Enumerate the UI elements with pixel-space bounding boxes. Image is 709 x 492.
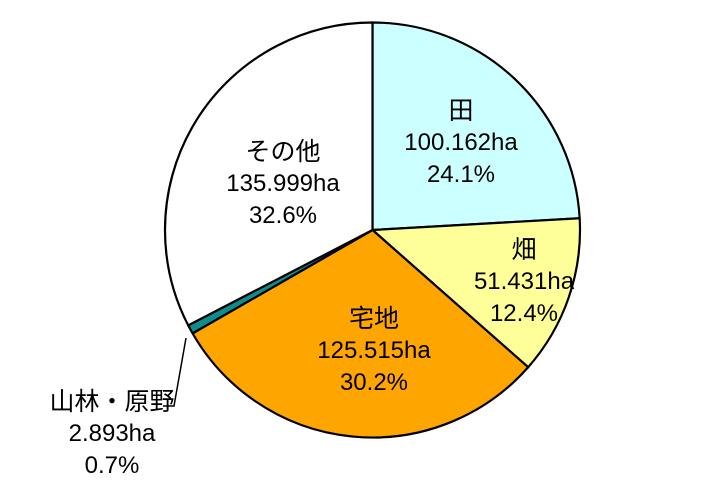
slice-label-sanrin-genya: 山林・原野 2.893ha 0.7% xyxy=(49,386,174,482)
slice-category: 畑 xyxy=(511,236,537,264)
slice-percentage: 0.7% xyxy=(84,452,140,479)
slice-area-value: 51.431ha xyxy=(473,268,575,295)
slice-percentage: 12.4% xyxy=(489,300,559,327)
slice-area-value: 2.893ha xyxy=(68,420,156,447)
pie-slice-ta xyxy=(371,21,581,232)
pie-slice-hatake xyxy=(371,217,582,369)
slice-label-takuchi: 宅地 125.515ha 30.2% xyxy=(317,303,430,399)
leader-line-sanrin-genya xyxy=(163,337,187,407)
pie-slice-takuchi xyxy=(191,228,530,439)
pie-slice-sonota xyxy=(163,21,374,327)
slice-category: 宅地 xyxy=(348,305,400,333)
slice-label-hatake: 畑 51.431ha 12.4% xyxy=(474,234,574,330)
slice-percentage: 32.6% xyxy=(248,202,318,229)
slice-label-ta: 田 100.162ha 24.1% xyxy=(404,95,517,191)
slice-area-value: 125.515ha xyxy=(317,337,431,364)
slice-category: その他 xyxy=(245,138,321,166)
slice-category: 山林・原野 xyxy=(49,388,175,416)
slice-area-value: 100.162ha xyxy=(404,129,518,156)
slice-percentage: 30.2% xyxy=(339,369,409,396)
slice-label-sonota: その他 135.999ha 32.6% xyxy=(226,136,339,232)
slice-area-value: 135.999ha xyxy=(226,170,340,197)
pie-slices xyxy=(163,21,582,439)
slice-category: 田 xyxy=(448,97,474,125)
slice-percentage: 24.1% xyxy=(426,161,496,188)
